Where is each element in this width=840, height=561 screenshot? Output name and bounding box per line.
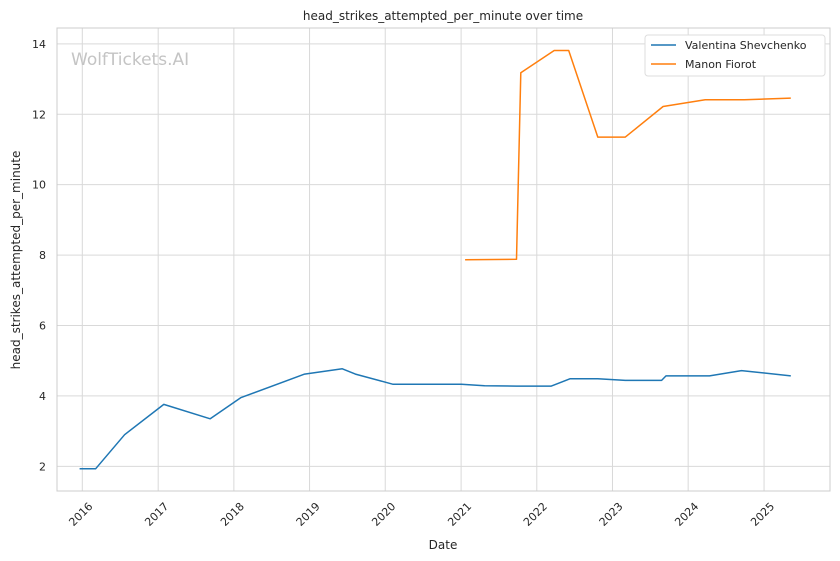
x-tick-label: 2024 [672, 500, 701, 529]
series-line-valentina-shevchenko [79, 368, 791, 470]
y-tick-label: 6 [39, 320, 46, 333]
x-tick-label: 2025 [748, 500, 777, 529]
x-axis-label: Date [429, 538, 458, 552]
x-tick-labels: 2016 2017 2018 2019 2020 2021 2022 2023 2024 2025 [66, 500, 777, 529]
grid-lines [57, 28, 830, 491]
x-tick-label: 2021 [445, 500, 474, 529]
y-tick-labels: 2 4 6 8 10 12 14 [32, 38, 46, 474]
x-tick-label: 2020 [369, 500, 398, 529]
chart-title: head_strikes_attempted_per_minute over t… [303, 9, 583, 23]
legend-label-1: Manon Fiorot [685, 58, 757, 71]
watermark: WolfTickets.AI [71, 50, 189, 70]
x-tick-label: 2023 [597, 500, 626, 529]
x-tick-label: 2019 [294, 500, 323, 529]
legend: Valentina Shevchenko Manon Fiorot [644, 34, 826, 77]
y-tick-label: 8 [39, 249, 46, 262]
x-tick-label: 2016 [66, 500, 95, 529]
x-tick-label: 2018 [218, 500, 247, 529]
y-axis-label: head_strikes_attempted_per_minute [9, 151, 23, 370]
x-tick-label: 2022 [521, 500, 550, 529]
y-tick-label: 4 [39, 390, 46, 403]
legend-label-0: Valentina Shevchenko [685, 39, 807, 52]
y-tick-label: 14 [32, 38, 46, 51]
plot-border [56, 27, 831, 492]
plot-area [57, 28, 830, 491]
x-tick-label: 2017 [142, 500, 171, 529]
y-tick-label: 10 [32, 179, 46, 192]
series-lines [79, 49, 791, 470]
y-tick-label: 12 [32, 108, 46, 121]
y-tick-label: 2 [39, 460, 46, 473]
legend-box [644, 34, 826, 77]
series-line-manon-fiorot [465, 49, 791, 261]
